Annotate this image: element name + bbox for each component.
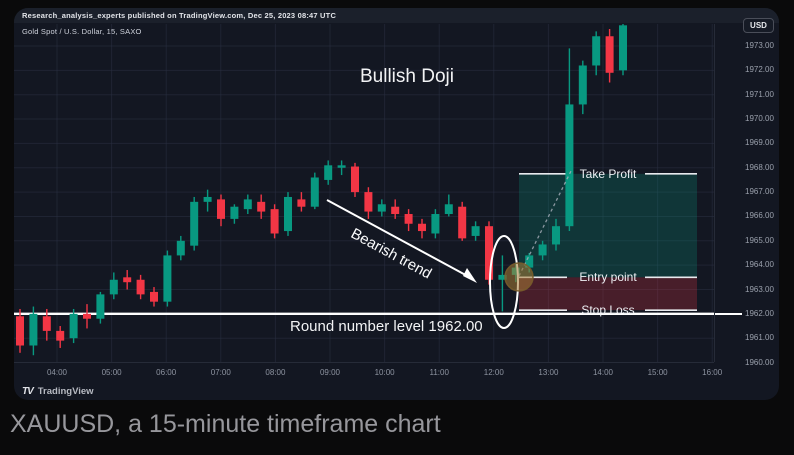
time-tick-label: 13:00 — [538, 368, 559, 377]
candle-body — [123, 277, 132, 283]
price-tick-label: 1965.00 — [745, 235, 774, 245]
price-tick-label: 1973.00 — [745, 41, 774, 50]
symbol-title: Gold Spot / U.S. Dollar, 15, SAXO — [22, 27, 142, 36]
price-tick-label: 1966.00 — [745, 211, 774, 221]
price-tick-label: 1963.00 — [745, 284, 774, 294]
candle-body — [565, 104, 574, 227]
time-tick-label: 10:00 — [374, 368, 395, 377]
currency-usd-button[interactable]: USD — [743, 18, 774, 33]
arrowhead-icon — [463, 268, 477, 283]
price-tick-label: 1962.00 — [745, 308, 774, 318]
candle-body — [297, 199, 306, 207]
tradingview-chart-card: Research_analysis_experts published on T… — [14, 8, 779, 400]
candle-body — [619, 25, 627, 71]
candle-body — [525, 255, 534, 268]
candle-body — [578, 65, 587, 105]
price-tick-label: 1969.00 — [745, 138, 774, 148]
price-axis[interactable]: 1973.00 1972.00 1971.00 1970.00 1969.00 1968.… — [714, 24, 779, 367]
candle-body — [404, 214, 413, 224]
take-profit-label: Take Profit — [579, 166, 637, 181]
candle-body — [552, 226, 560, 245]
candle-body — [83, 313, 91, 319]
candle-body — [351, 166, 359, 193]
tradingview-brand-text[interactable]: TradingView — [37, 385, 94, 397]
candle-body — [257, 201, 266, 212]
bearish-trend-arrow — [326, 199, 474, 280]
price-tick-label: 1968.00 — [745, 162, 774, 172]
time-tick-label: 12:00 — [483, 368, 504, 377]
stop-loss-label: Stop Loss — [581, 303, 635, 318]
candle-body — [176, 240, 185, 256]
annotation-round-number-level: Round number level 1962.00 — [290, 318, 483, 335]
candle-body — [337, 165, 346, 168]
time-tick-label: 05:00 — [101, 368, 122, 377]
time-tick-label: 09:00 — [319, 368, 341, 377]
candle-body — [458, 206, 467, 239]
entry-point-marker[interactable] — [504, 262, 534, 292]
time-tick-label: 04:00 — [46, 368, 68, 377]
candle-body — [42, 316, 51, 331]
time-tick-label: 14:00 — [592, 368, 614, 377]
candle-body — [56, 330, 65, 341]
price-tick-label: 1972.00 — [745, 65, 774, 75]
candle-body — [69, 313, 78, 339]
candle-body — [217, 199, 225, 219]
time-tick-label: 15:00 — [647, 368, 668, 377]
candle-body — [284, 196, 292, 232]
candle-body — [364, 192, 373, 212]
bullish-doji-candle — [498, 274, 507, 280]
round-level-axis-marker — [715, 312, 742, 316]
price-tick-label: 1961.00 — [745, 333, 774, 343]
time-tick-label: 08:00 — [265, 368, 286, 377]
attribution-bar: Research_analysis_experts published on T… — [14, 8, 779, 23]
candle-body — [485, 226, 493, 280]
candle-body — [444, 204, 453, 215]
candle-body — [16, 316, 24, 346]
candle-body — [471, 226, 480, 236]
candle-body — [136, 279, 145, 295]
candle-body — [377, 204, 386, 212]
time-tick-label: 07:00 — [210, 368, 231, 377]
candle-body — [605, 36, 614, 73]
candlestick-chart[interactable] — [14, 24, 714, 362]
entry-point-label: Entry point — [579, 270, 637, 285]
image-caption: XAUUSD, a 15-minute timeframe chart — [10, 410, 441, 438]
candle-body — [592, 36, 601, 66]
time-tick-label: 11:00 — [429, 368, 449, 377]
candle-body — [230, 206, 239, 219]
attribution-text: Research_analysis_experts published on T… — [22, 11, 337, 20]
annotation-bullish-doji: Bullish Doji — [360, 66, 454, 87]
candle-body — [203, 196, 212, 202]
tradingview-logo-icon[interactable]: TV — [22, 385, 34, 397]
candle-body — [324, 165, 333, 180]
candle-body — [243, 199, 252, 210]
candle-body — [418, 223, 426, 232]
candle-body — [29, 313, 38, 346]
take-profit-zone[interactable] — [519, 173, 697, 278]
candle-body — [163, 255, 172, 302]
price-tick-label: 1967.00 — [745, 187, 774, 197]
candle-body — [190, 201, 199, 246]
tradingview-footer: TV TradingView — [14, 382, 722, 400]
candle-body — [310, 177, 319, 207]
candle-body — [270, 209, 279, 234]
time-tick-label: 06:00 — [156, 368, 177, 377]
candle-body — [96, 294, 105, 319]
price-tick-label: 1964.00 — [745, 260, 774, 270]
candle-body — [109, 279, 118, 295]
projection-dashed-line — [518, 170, 572, 277]
price-tick-label: 1970.00 — [745, 114, 774, 124]
price-tick-label: 1971.00 — [745, 89, 774, 99]
candle-body — [431, 214, 440, 234]
time-tick-label: 16:00 — [702, 368, 723, 377]
time-axis[interactable]: 04:00 05:00 06:00 07:00 08:00 09:00 10:00 11:00… — [14, 362, 722, 383]
candle-body — [538, 244, 547, 256]
candle-body — [391, 206, 400, 215]
price-tick-label: 1960.00 — [745, 357, 774, 367]
stop-loss-zone[interactable] — [519, 277, 697, 311]
candle-body — [150, 291, 158, 302]
